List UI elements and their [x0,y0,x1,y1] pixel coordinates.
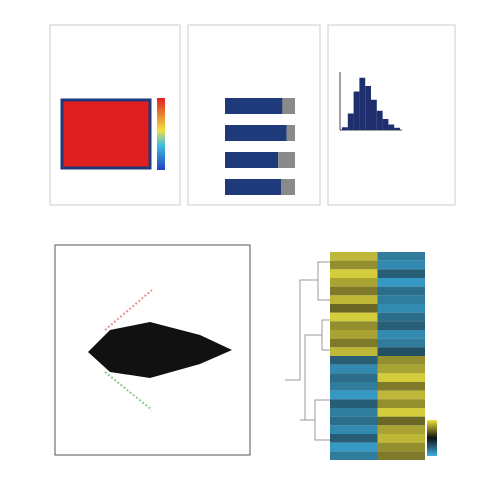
panel-frame [49,24,181,206]
hist-bar [388,124,395,130]
bar-segment [282,98,295,114]
heatmap-cell [330,338,378,348]
panel-frame [327,24,456,206]
bar-segment [281,179,295,195]
heatmap-cell [330,260,378,270]
bar-chart [225,98,295,195]
hist-bar [371,99,377,130]
heatmap-cell [330,390,378,400]
heatmap-cell [377,434,425,443]
heatmap-cell [377,321,425,330]
heatmap-cell [377,347,425,356]
colorbar [157,98,165,170]
dendrogram [285,261,330,441]
heatmap-cell [330,312,378,322]
heatmap-cell [330,425,378,434]
heatmap-cell [330,382,378,391]
heatmap-cell [377,295,425,304]
plot-frame [54,244,251,456]
heatmap-cell [377,356,425,365]
heatmap-cell [330,295,378,304]
point-cloud [88,322,232,378]
histogram [342,77,400,130]
heatmap-cell [330,252,378,261]
density-map [60,98,152,170]
heatmap-cell [330,442,378,452]
hist-bar [394,127,400,130]
heatmap-cell [377,269,425,278]
heatmap-cell [330,364,378,374]
heatmap-cell [377,260,425,270]
heatmap-cell [330,269,378,278]
heatmap-cell [377,252,425,261]
heatmap-cell [377,364,425,374]
hist-bar [376,110,383,130]
bar-segment [225,125,287,141]
heatmap-cell [330,286,378,296]
heatmap-cell [377,278,425,287]
heatmap-cell [377,442,425,452]
hist-bar [382,119,389,130]
heatmap-cell [377,451,425,460]
heatmap-cell [330,330,378,339]
heatmap-cell [377,390,425,400]
heatmap-cell [330,399,378,408]
heatmap-cell [377,399,425,408]
heatmap-cell [377,338,425,348]
bar-segment [225,152,279,168]
heatmap-cell [377,408,425,417]
heatmap-cell [330,451,378,460]
heatmap-cell [330,356,378,365]
bar-segment [225,179,281,195]
bar-segment [225,98,283,114]
hist-bar [359,77,366,130]
heatmap-cell [330,278,378,287]
heatmap-cell [377,425,425,434]
bar-segment [278,152,295,168]
hist-bar [347,113,354,130]
heatmap-cell [377,416,425,426]
heatmap-cell [330,408,378,417]
hist-bar [342,127,348,130]
hist-bar [365,86,371,130]
down-points [104,371,153,411]
heatmap-cell [377,330,425,339]
heatmap-cell [377,373,425,382]
heatmap-cell [377,382,425,391]
heatmap-cell [330,416,378,426]
heatmap-cell [330,373,378,382]
hist-bar [353,91,360,130]
heatmap-cell [377,286,425,296]
heatmap [330,252,425,460]
panel-frame [187,24,321,206]
bar-segment [286,125,295,141]
heatmap-colorbar [427,420,437,456]
heatmap-cell [377,312,425,322]
heatmap-cell [330,304,378,313]
heatmap-cell [330,434,378,443]
heatmap-cell [377,304,425,313]
heatmap-cell [330,321,378,330]
heatmap-cell [330,347,378,356]
